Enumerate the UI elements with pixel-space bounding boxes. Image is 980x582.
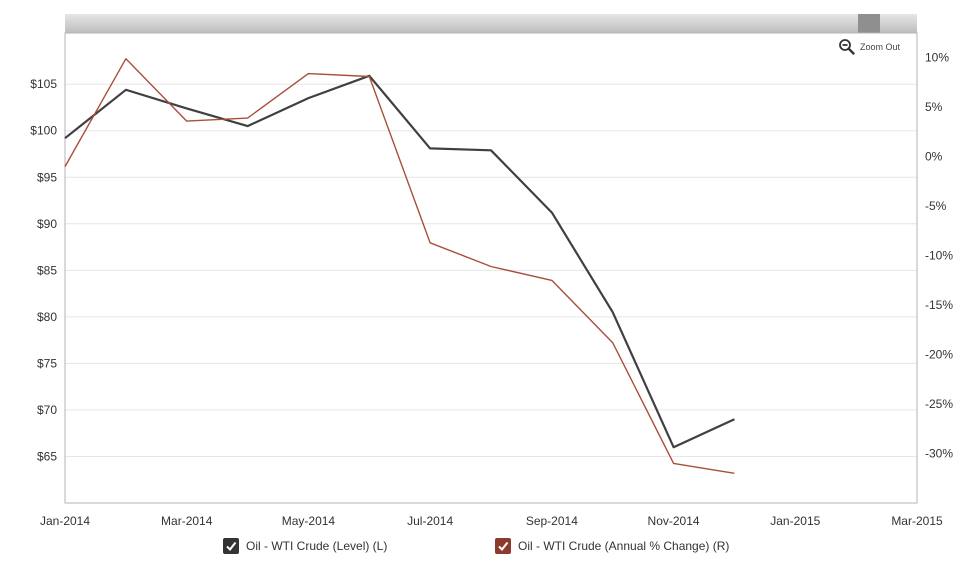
y-right-tick-label: -5%: [925, 199, 947, 213]
x-tick-label: May-2014: [282, 514, 336, 528]
zoom-out-icon: [839, 39, 855, 55]
y-left-tick-label: $95: [37, 170, 57, 184]
x-tick-label: Jan-2014: [40, 514, 90, 528]
y-left-tick-label: $70: [37, 403, 57, 417]
x-tick-label: Nov-2014: [648, 514, 700, 528]
y-right-tick-label: 0%: [925, 150, 943, 164]
x-axis: Jan-2014 Mar-2014 May-2014 Jul-2014 Sep-2014…: [40, 514, 943, 528]
legend-label-annual-change: Oil - WTI Crude (Annual % Change) (R): [518, 539, 730, 553]
x-tick-label: Jan-2015: [770, 514, 820, 528]
y-left-tick-label: $65: [37, 449, 57, 463]
checkbox-checked-icon[interactable]: [223, 538, 239, 554]
series-layer: [64, 58, 735, 474]
legend-item-annual-change[interactable]: Oil - WTI Crude (Annual % Change) (R): [495, 538, 729, 554]
series-line-level[interactable]: [64, 74, 735, 449]
series-line-annual-change[interactable]: [64, 58, 735, 474]
x-tick-label: Sep-2014: [526, 514, 578, 528]
navigator-bar[interactable]: [65, 14, 917, 33]
y-right-tick-label: 5%: [925, 100, 943, 114]
y-right-tick-label: 10%: [925, 51, 949, 65]
legend: Oil - WTI Crude (Level) (L) Oil - WTI Cr…: [0, 538, 980, 562]
y-left-tick-label: $85: [37, 263, 57, 277]
right-axis: -30% -25% -20% -15% -10% -5% 0% 5% 10%: [925, 51, 953, 461]
grid-lines: [65, 83, 917, 457]
x-tick-label: Mar-2015: [891, 514, 943, 528]
y-left-tick-label: $100: [30, 124, 57, 138]
legend-label-level: Oil - WTI Crude (Level) (L): [246, 539, 388, 553]
legend-item-level[interactable]: Oil - WTI Crude (Level) (L): [223, 538, 387, 554]
y-left-tick-label: $75: [37, 356, 57, 370]
x-tick-label: Mar-2014: [161, 514, 213, 528]
y-left-tick-label: $90: [37, 217, 57, 231]
y-right-tick-label: -10%: [925, 249, 953, 263]
y-right-tick-label: -30%: [925, 447, 953, 461]
zoom-out-button[interactable]: Zoom Out: [838, 38, 900, 56]
plot-area-border: [64, 32, 918, 504]
y-right-tick-label: -25%: [925, 397, 953, 411]
y-right-tick-label: -20%: [925, 348, 953, 362]
y-left-tick-label: $80: [37, 310, 57, 324]
navigator-handle[interactable]: [858, 14, 880, 33]
y-right-tick-label: -15%: [925, 298, 953, 312]
zoom-out-label: Zoom Out: [860, 42, 901, 52]
checkbox-checked-icon[interactable]: [495, 538, 511, 554]
x-tick-label: Jul-2014: [407, 514, 453, 528]
y-left-tick-label: $105: [30, 77, 57, 91]
left-axis: $65 $70 $75 $80 $85 $90 $95 $100 $105: [30, 77, 57, 463]
